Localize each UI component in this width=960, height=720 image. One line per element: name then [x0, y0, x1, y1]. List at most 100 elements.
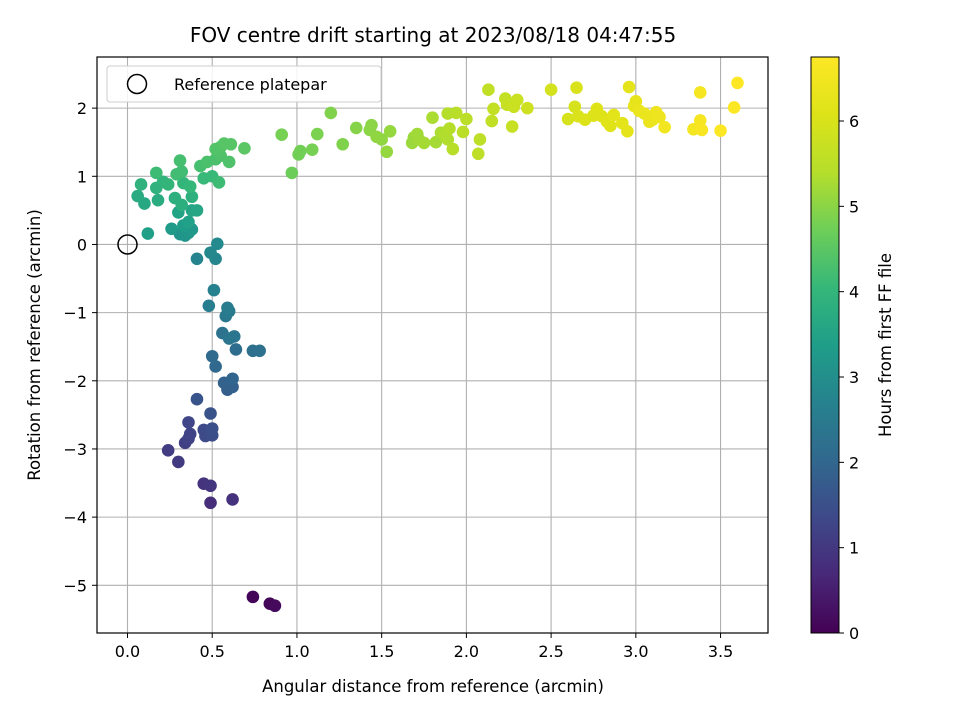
y-tick-label: −1 — [63, 304, 87, 323]
y-axis-label: Rotation from reference (arcmin) — [25, 209, 44, 481]
data-point — [204, 479, 217, 493]
data-point — [482, 83, 495, 97]
data-point — [229, 343, 243, 356]
x-axis-ticks: 0.0 0.5 1.0 1.5 2.0 2.5 3.0 3.5 — [115, 633, 733, 661]
data-point — [150, 166, 163, 180]
data-point — [456, 125, 470, 139]
data-point — [629, 95, 643, 108]
data-point — [446, 142, 460, 156]
data-point — [190, 204, 204, 217]
data-point — [183, 180, 197, 193]
colorbar-tick-label: 4 — [849, 283, 859, 302]
y-tick-label: −3 — [63, 440, 87, 459]
data-point — [521, 101, 534, 115]
data-point — [460, 112, 473, 126]
data-point — [693, 114, 707, 127]
data-point — [324, 106, 338, 120]
data-point — [185, 190, 199, 204]
data-point — [205, 422, 219, 435]
x-tick-label: 3.5 — [708, 642, 733, 661]
data-point — [131, 189, 144, 203]
x-tick-label: 0.0 — [115, 642, 140, 661]
plot-frame — [96, 56, 769, 634]
data-point — [336, 137, 349, 151]
x-tick-label: 2.0 — [454, 642, 479, 661]
data-point — [134, 178, 148, 191]
data-point — [622, 80, 636, 94]
x-tick-label: 0.5 — [199, 642, 224, 661]
data-point — [268, 599, 282, 613]
data-point — [727, 101, 741, 114]
data-point — [204, 407, 217, 420]
data-point — [222, 155, 236, 169]
data-point — [209, 360, 222, 373]
legend: Reference platepar — [106, 65, 382, 103]
data-point — [349, 121, 363, 135]
x-tick-label: 2.5 — [538, 642, 563, 661]
data-point — [207, 283, 221, 297]
data-point — [449, 106, 463, 120]
data-point — [485, 114, 499, 128]
data-point — [653, 110, 666, 124]
data-point — [443, 122, 456, 135]
data-point — [561, 112, 575, 126]
y-tick-label: 1 — [77, 167, 87, 186]
x-tick-label: 3.0 — [623, 642, 648, 661]
data-point — [226, 372, 239, 386]
data-point — [305, 143, 319, 157]
data-point — [604, 119, 617, 133]
data-point — [426, 111, 439, 124]
data-point — [182, 416, 195, 429]
data-point — [212, 176, 226, 189]
data-point — [246, 590, 260, 604]
colorbar-label: Hours from first FF file — [876, 253, 895, 437]
data-point — [441, 133, 455, 146]
x-axis-label: Angular distance from reference (arcmin) — [262, 677, 604, 696]
data-point — [204, 496, 217, 510]
colorbar-tick-label: 1 — [849, 539, 859, 558]
data-point — [161, 444, 175, 457]
data-point — [275, 128, 288, 142]
data-point — [544, 83, 558, 97]
y-tick-label: 0 — [77, 235, 87, 254]
grid — [97, 57, 768, 633]
x-tick-label: 1.0 — [284, 642, 309, 661]
chart-title: FOV centre drift starting at 2023/08/18 … — [190, 23, 676, 47]
colorbar — [810, 56, 840, 634]
data-point — [175, 198, 189, 212]
data-point — [165, 222, 178, 236]
data-point — [570, 81, 583, 94]
data-point — [226, 493, 239, 506]
data-point — [607, 108, 621, 122]
y-tick-label: −2 — [63, 372, 87, 391]
data-point — [693, 86, 707, 99]
data-point — [183, 427, 197, 441]
colorbar-tick-label: 2 — [849, 453, 859, 472]
data-point — [151, 193, 165, 207]
legend-entry-label: Reference platepar — [174, 75, 327, 94]
data-point — [202, 299, 216, 313]
y-axis-ticks: −5 −4 −3 −2 −1 0 1 2 — [63, 99, 97, 595]
data-point — [205, 349, 219, 363]
data-point — [161, 178, 175, 191]
data-point — [172, 455, 185, 469]
data-point — [695, 123, 709, 137]
data-point — [310, 127, 324, 141]
data-point — [380, 145, 394, 159]
colorbar-tick-label: 3 — [849, 368, 859, 387]
data-point — [238, 142, 251, 155]
data-point — [658, 120, 671, 134]
reference-platepar-marker — [117, 234, 138, 255]
data-point — [141, 227, 155, 240]
data-point — [222, 332, 236, 345]
data-point — [365, 118, 378, 132]
data-point — [221, 301, 234, 315]
data-point — [417, 136, 431, 150]
data-point — [190, 252, 204, 266]
data-point — [473, 133, 487, 146]
data-point — [211, 237, 224, 251]
data-point — [224, 137, 238, 151]
data-point — [204, 246, 217, 259]
legend-box — [106, 65, 382, 103]
